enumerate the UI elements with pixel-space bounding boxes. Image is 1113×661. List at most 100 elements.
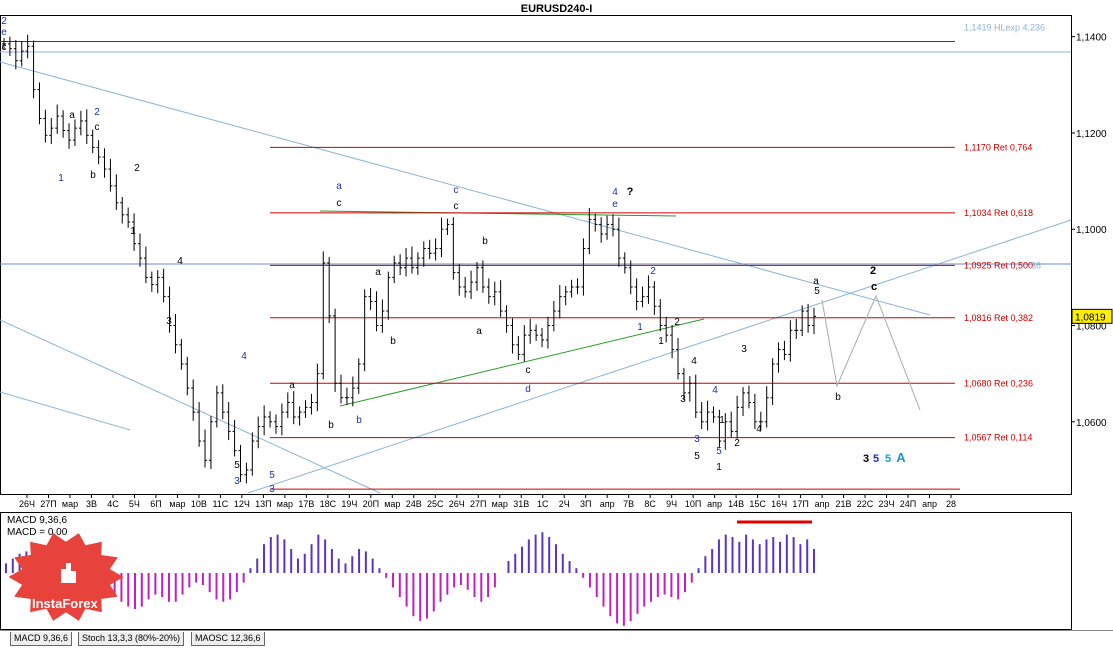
wave-label: c: [526, 365, 531, 376]
candle-bar: [510, 318, 515, 354]
candle-bar: [256, 416, 261, 449]
candle-bar: [297, 406, 302, 426]
candle-bar: [262, 405, 267, 436]
candle-bar: [746, 385, 751, 409]
candle-bar: [291, 390, 296, 425]
candle-bar: [339, 374, 344, 404]
candle-bar: [788, 320, 793, 362]
candle-bar: [610, 214, 615, 237]
channel-line: [0, 391, 131, 431]
x-tick-label: 12Ч: [234, 499, 250, 509]
tab-stoch[interactable]: Stoch 13,3,3 (80%-20%): [78, 632, 185, 646]
current-price-box: [1071, 308, 1113, 324]
candle-bar: [78, 110, 83, 136]
wave-label: 2: [870, 265, 876, 277]
candle-bar: [155, 270, 160, 294]
candle-bar: [599, 217, 604, 243]
candle-bar: [415, 252, 420, 275]
wave-label: b: [482, 236, 488, 247]
candle-bar: [238, 444, 243, 482]
x-tick-label: 11С: [212, 499, 228, 509]
wave-label: 2: [674, 317, 680, 328]
x-tick-label: мар: [169, 499, 185, 509]
x-tick-label: 3П: [580, 499, 591, 509]
candle-bar: [67, 123, 72, 149]
candle-bar: [528, 318, 533, 344]
candle-bar: [362, 289, 367, 372]
x-tick-label: 1С: [537, 499, 549, 509]
x-tick-label: 15С: [749, 499, 766, 509]
tab-macd[interactable]: MACD 9,36,6: [10, 632, 73, 646]
x-tick-label: мар: [492, 499, 508, 509]
candle-bar: [392, 255, 397, 284]
candle-bar: [114, 174, 119, 210]
wave-label: 3: [269, 484, 275, 495]
hline-muted-label: 36: [1031, 260, 1041, 270]
macd-frame: [0, 512, 1072, 630]
candle-bar: [120, 196, 125, 224]
wave-label: 5: [716, 446, 722, 457]
x-tick-label: мар: [62, 499, 78, 509]
instaforex-logo: [8, 533, 124, 621]
wave-label: ?: [627, 186, 634, 198]
wave-label: 5: [269, 470, 275, 481]
macd-params-label: MACD 9,36,6: [7, 515, 68, 526]
candle-bar: [31, 40, 36, 99]
candle-bar: [806, 303, 811, 333]
x-tick-label: 10В: [191, 499, 207, 509]
x-tick-label: 23Ч: [879, 499, 895, 509]
candle-bar: [43, 109, 48, 143]
candle-bar: [752, 393, 757, 430]
x-tick-label: 24В: [406, 499, 422, 509]
candle-bar: [108, 158, 113, 192]
x-tick-label: 6П: [150, 499, 161, 509]
wave-label: c: [871, 281, 877, 293]
candle-bar: [315, 363, 320, 412]
candle-bar: [469, 270, 474, 300]
candle-bar: [421, 241, 426, 267]
wave-label: a: [813, 276, 819, 287]
candle-bar: [640, 286, 645, 308]
x-tick-label: мар: [277, 499, 293, 509]
x-tick-label: 7В: [623, 499, 634, 509]
channel-line: [247, 219, 1072, 494]
x-tick-label: апр: [600, 499, 615, 509]
candle-bar: [563, 286, 568, 306]
chart-title: EURUSD240-I: [520, 3, 593, 15]
fib-level-label: 1,1034 Ret 0,618: [964, 208, 1033, 218]
wave-label: 5: [873, 453, 879, 465]
candle-bar: [404, 248, 409, 277]
candle-bar: [327, 257, 332, 324]
candle-bar: [368, 287, 373, 311]
candle-bar: [167, 286, 172, 333]
candle-bar: [137, 233, 142, 267]
candle-bar: [309, 393, 314, 415]
wave-label: 4: [241, 351, 247, 362]
x-tick-label: 4С: [107, 499, 119, 509]
candle-bar: [427, 239, 432, 260]
candle-bar: [741, 387, 746, 417]
trend-line-upper: [319, 210, 677, 217]
x-tick-label: апр: [922, 499, 937, 509]
fib-level-label: 1,0816 Ret 0,382: [964, 313, 1033, 323]
candle-bar: [214, 385, 219, 428]
fib-level-label: 1,0680 Ret 0,236: [964, 378, 1033, 388]
candle-bar: [764, 386, 769, 428]
candle-bar: [226, 402, 231, 441]
candle-bar: [268, 411, 273, 428]
candle-bar: [173, 313, 178, 354]
candle-bar: [25, 34, 30, 59]
tab-maosc[interactable]: MAOSC 12,36,6: [191, 632, 265, 646]
wave-label: c: [95, 122, 100, 133]
wave-label: 1: [637, 322, 643, 333]
wave-label: b: [90, 170, 96, 181]
candle-bar: [321, 251, 326, 380]
wave-label: 5: [814, 286, 820, 297]
wave-label: c: [454, 185, 459, 196]
candle-bar: [161, 268, 166, 303]
current-price-label: 1,0819: [1075, 312, 1106, 323]
x-tick-label: 26Ч: [19, 499, 35, 509]
wave-label: 2: [134, 163, 140, 174]
wave-label: 1: [719, 415, 725, 426]
